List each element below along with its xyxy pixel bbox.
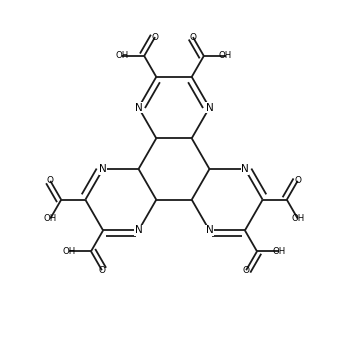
- Text: OH: OH: [44, 214, 57, 223]
- Text: N: N: [206, 103, 213, 113]
- Text: O: O: [152, 32, 159, 42]
- Text: N: N: [241, 164, 249, 174]
- Text: O: O: [47, 176, 54, 185]
- Text: OH: OH: [291, 214, 304, 223]
- Text: OH: OH: [116, 51, 129, 61]
- Text: N: N: [135, 225, 142, 235]
- Text: OH: OH: [219, 51, 232, 61]
- Text: O: O: [243, 266, 250, 275]
- Text: O: O: [98, 266, 105, 275]
- Text: O: O: [189, 32, 196, 42]
- Text: OH: OH: [272, 247, 285, 256]
- Text: N: N: [99, 164, 107, 174]
- Text: N: N: [135, 103, 142, 113]
- Text: N: N: [206, 225, 213, 235]
- Text: OH: OH: [63, 247, 76, 256]
- Text: O: O: [294, 176, 301, 185]
